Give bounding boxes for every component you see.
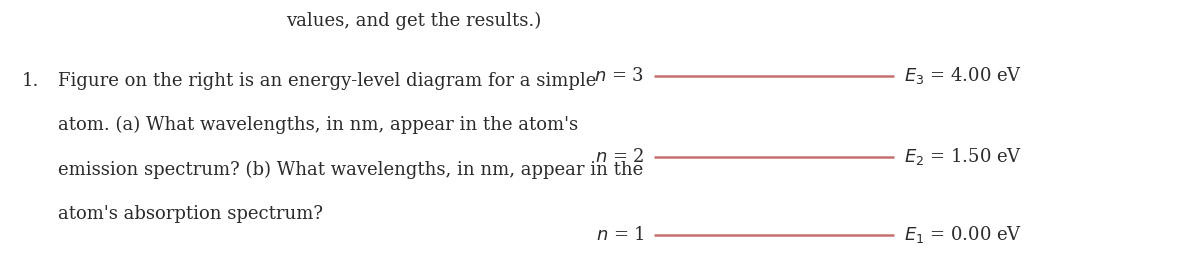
Text: values, and get the results.): values, and get the results.) [287, 12, 541, 31]
Text: $E_{3}$ = 4.00 eV: $E_{3}$ = 4.00 eV [904, 65, 1021, 86]
Text: Figure on the right is an energy-level diagram for a simple: Figure on the right is an energy-level d… [58, 72, 596, 90]
Text: atom's absorption spectrum?: atom's absorption spectrum? [58, 205, 323, 223]
Text: atom. (a) What wavelengths, in nm, appear in the atom's: atom. (a) What wavelengths, in nm, appea… [58, 116, 577, 134]
Text: 1.: 1. [22, 72, 38, 90]
Text: $n$ = 1: $n$ = 1 [595, 226, 644, 244]
Text: emission spectrum? (b) What wavelengths, in nm, appear in the: emission spectrum? (b) What wavelengths,… [58, 161, 643, 179]
Text: $n$ = 2: $n$ = 2 [595, 148, 644, 166]
Text: $n$ = 3: $n$ = 3 [594, 67, 644, 85]
Text: $E_{1}$ = 0.00 eV: $E_{1}$ = 0.00 eV [904, 224, 1021, 245]
Text: $E_{2}$ = 1.50 eV: $E_{2}$ = 1.50 eV [904, 146, 1021, 167]
